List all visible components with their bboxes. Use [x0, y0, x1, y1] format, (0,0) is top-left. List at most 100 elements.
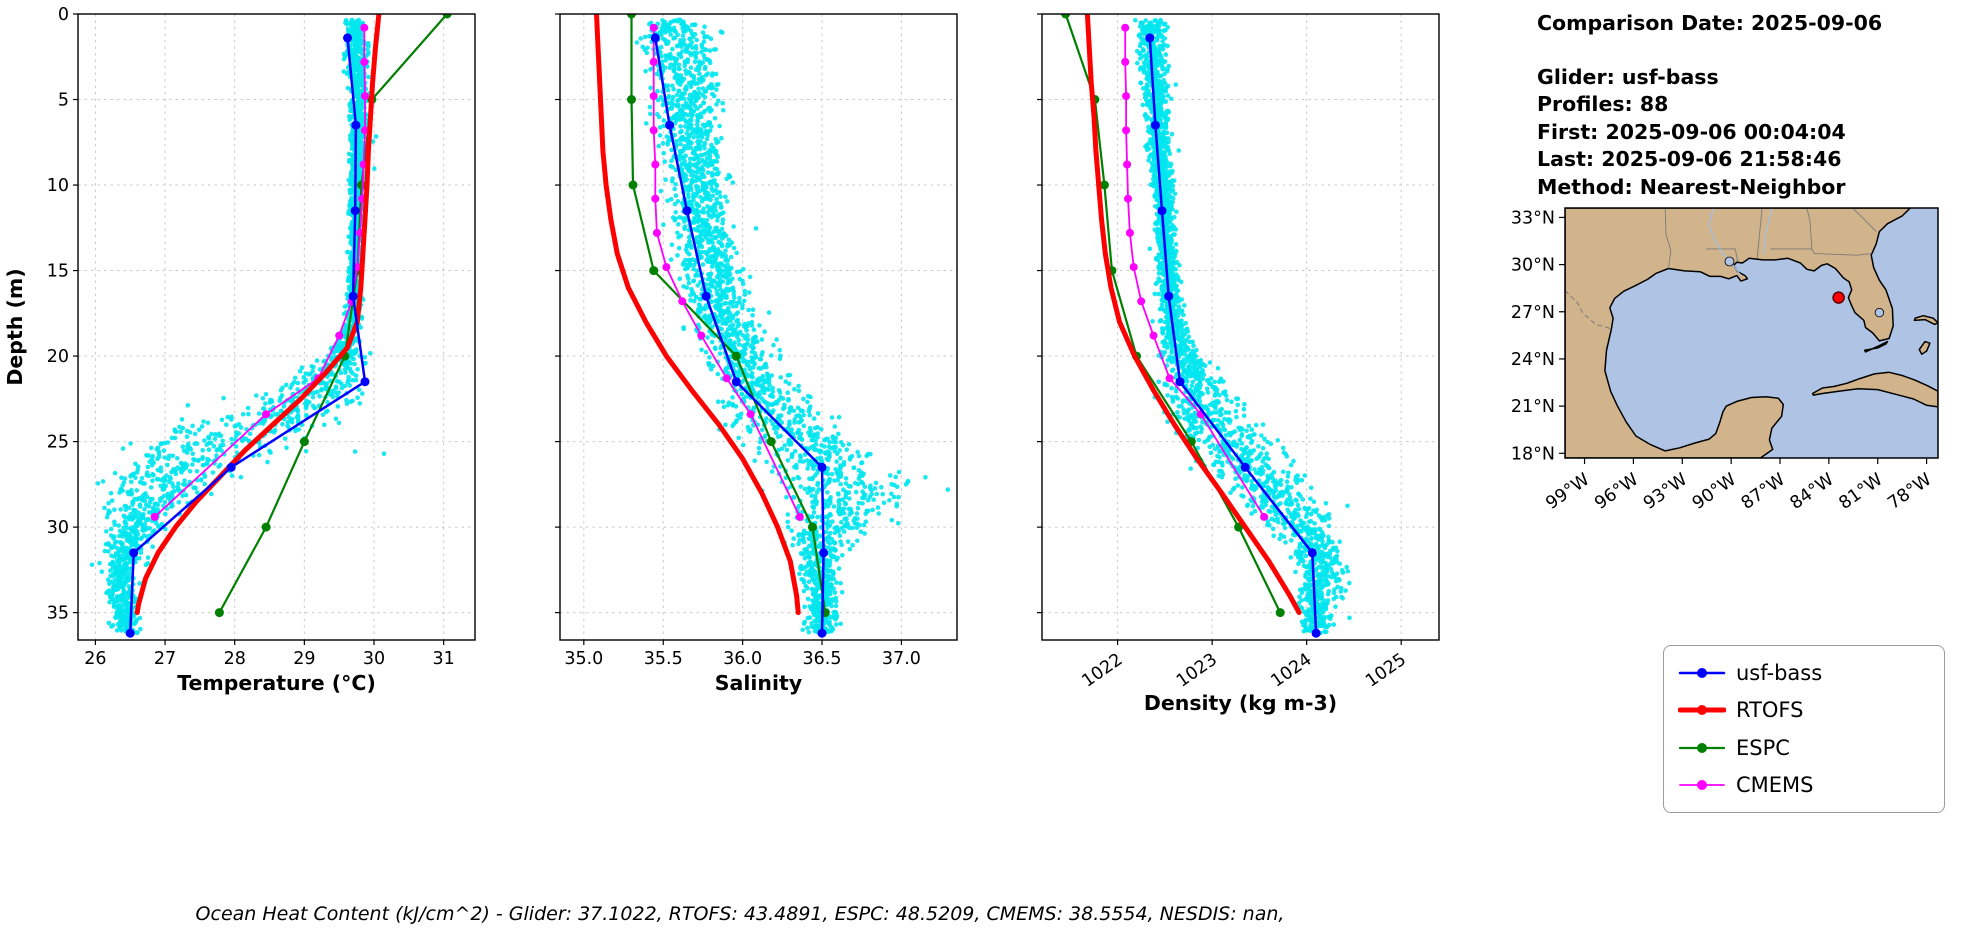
map-lon-label: 78°W — [1884, 470, 1935, 514]
density-xtick-label: 1022 — [1079, 650, 1127, 692]
series-usf-bass — [650, 33, 829, 638]
map-lat-label: 21°N — [1511, 397, 1555, 417]
depth-tick-label: 0 — [58, 5, 69, 25]
temperature-axes-frame — [77, 13, 476, 641]
ocean-heat-content-caption: Ocean Heat Content (kJ/cm^2) - Glider: 3… — [195, 903, 1285, 925]
series-CMEMS — [1121, 23, 1269, 521]
legend-swatch-CMEMS — [1679, 780, 1725, 791]
state-border-line — [1806, 208, 1813, 249]
series-ESPC — [214, 14, 452, 618]
map-lat-label: 27°N — [1511, 303, 1555, 323]
state-border-line — [1852, 208, 1877, 232]
series-CMEMS — [649, 23, 804, 521]
temperature-xtick-label: 30 — [363, 649, 385, 669]
map-frame — [1564, 207, 1939, 459]
map-lon-label: 81°W — [1836, 470, 1887, 514]
gulf-map: 33°N 30°N 27°N 24°N 21°N 18°N 99°W96°W93°W90°W… — [1511, 207, 1939, 514]
density-plot: 1022 1023 1024 1025 Density (kg m-3) — [1037, 13, 1440, 715]
river-line — [1708, 208, 1742, 276]
legend-label: usf-bass — [1736, 660, 1823, 685]
glider-location-marker — [1832, 291, 1845, 304]
density-xtick-label: 1025 — [1362, 650, 1410, 692]
salinity-axes-frame — [559, 13, 958, 641]
temperature-xtick-label: 28 — [224, 649, 246, 669]
map-landmass-4 — [1863, 340, 1889, 353]
salinity-xtick-label: 37.0 — [882, 649, 921, 669]
state-border-line — [1756, 208, 1763, 259]
salinity-xtick-label: 36.5 — [803, 649, 842, 669]
salinity-glider-scatter — [634, 17, 951, 635]
map-lon-label: 93°W — [1640, 470, 1691, 514]
series-usf-bass — [1145, 33, 1321, 638]
map-lat-label: 30°N — [1511, 256, 1555, 276]
density-xtick-label: 1024 — [1268, 650, 1316, 692]
series-usf-bass — [125, 33, 370, 638]
temperature-xtick-label: 31 — [433, 649, 455, 669]
state-border-line — [1770, 248, 1871, 256]
depth-tick-label: 30 — [47, 518, 69, 538]
info-profiles: Profiles: 88 — [1537, 92, 1669, 116]
river-line — [1763, 208, 1773, 254]
legend-label: ESPC — [1736, 735, 1790, 760]
salinity-axis-label: Salinity — [715, 671, 802, 695]
legend: usf-bass RTOFS ESPC CMEMS — [1663, 645, 1945, 813]
density-xtick-label: 1023 — [1173, 650, 1221, 692]
info-comparison-date: Comparison Date: 2025-09-06 — [1537, 11, 1883, 35]
map-landmass-3 — [1918, 340, 1931, 355]
legend-item-RTOFS: RTOFS — [1678, 698, 1936, 722]
map-lon-label: 84°W — [1787, 470, 1838, 514]
depth-tick-label: 20 — [47, 347, 69, 367]
map-landmass-0 — [1565, 208, 1912, 458]
map-lon-label: 87°W — [1738, 470, 1789, 514]
state-border-line — [1705, 248, 1739, 262]
depth-tick-label: 15 — [47, 262, 69, 282]
density-axis-label: Density (kg m-3) — [1144, 691, 1337, 715]
temperature-plot: 26 27 28 29 30 31 0 5 10 15 20 25 30 35 Temperature (°… — [3, 5, 476, 695]
map-lat-label: 18°N — [1511, 444, 1555, 464]
map-landmass-2 — [1913, 314, 1938, 326]
density-glider-scatter — [1133, 17, 1352, 636]
map-layers — [1565, 208, 1938, 458]
legend-item-usf-bass: usf-bass — [1678, 661, 1936, 685]
salinity-xtick-label: 35.0 — [564, 649, 603, 669]
map-lon-label: 96°W — [1591, 470, 1642, 514]
map-lat-label: 33°N — [1511, 208, 1555, 228]
salinity-plot: 35.0 35.5 36.0 36.5 37.0 Salinity — [555, 13, 958, 695]
info-first: First: 2025-09-06 00:04:04 — [1537, 119, 1846, 144]
series-RTOFS — [594, 14, 801, 616]
salinity-xtick-label: 36.0 — [723, 649, 762, 669]
info-method: Method: Nearest-Neighbor — [1537, 174, 1846, 199]
depth-tick-label: 5 — [58, 91, 69, 111]
country-border-line — [1565, 290, 1612, 330]
info-last: Last: 2025-09-06 21:58:46 — [1537, 147, 1842, 171]
series-RTOFS — [1084, 14, 1302, 616]
lake — [1874, 307, 1885, 318]
legend-label: CMEMS — [1736, 773, 1814, 798]
depth-tick-label: 35 — [47, 604, 69, 624]
density-axes-frame — [1041, 13, 1440, 641]
legend-swatch-ESPC — [1678, 742, 1726, 753]
info-spacer — [1537, 38, 1882, 64]
map-lon-label: 90°W — [1689, 470, 1740, 514]
profile-plots-canvas: 26 27 28 29 30 31 0 5 10 15 20 25 30 35 Temperature (°… — [3, 5, 1440, 715]
temperature-axis-label: Temperature (°C) — [177, 671, 376, 695]
legend-swatch-RTOFS — [1678, 705, 1726, 716]
temperature-xtick-label: 26 — [84, 649, 106, 669]
series-RTOFS — [134, 14, 382, 616]
temperature-xtick-label: 27 — [154, 649, 176, 669]
depth-axis-label: Depth (m) — [3, 268, 27, 385]
legend-item-CMEMS: CMEMS — [1678, 773, 1936, 797]
map-landmass-1 — [1811, 371, 1938, 408]
state-border-line — [1664, 208, 1672, 269]
map-lat-label: 24°N — [1511, 350, 1555, 370]
temperature-xtick-label: 29 — [293, 649, 315, 669]
legend-swatch-usf-bass — [1678, 667, 1726, 678]
legend-item-ESPC: ESPC — [1678, 736, 1936, 760]
lake — [1724, 256, 1735, 267]
depth-tick-label: 25 — [47, 433, 69, 453]
info-glider: Glider: usf-bass — [1537, 64, 1719, 89]
depth-tick-label: 10 — [47, 176, 69, 196]
salinity-xtick-label: 35.5 — [644, 649, 683, 669]
info-panel: Comparison Date: 2025-09-06 Glider: usf-… — [1537, 10, 1882, 201]
